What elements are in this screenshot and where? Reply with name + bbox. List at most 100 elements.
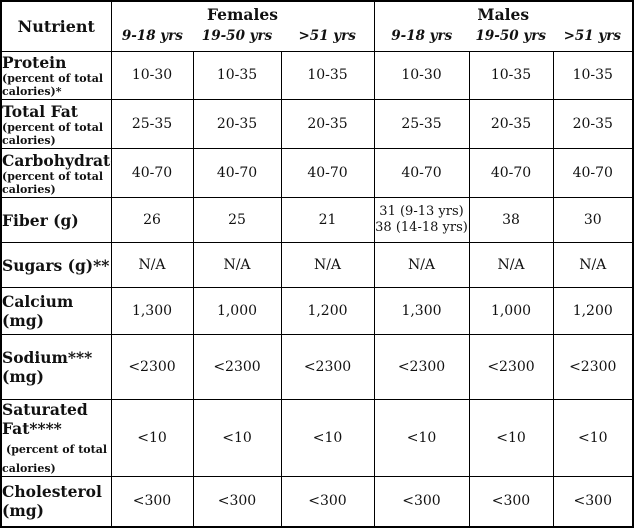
value-cell: 40-70 bbox=[110, 148, 194, 198]
nutrient-note: (percent of total calories)* bbox=[2, 72, 103, 98]
age-label: 19-50 yrs bbox=[201, 28, 273, 44]
value-cell: 10-30 bbox=[373, 51, 470, 100]
nutrient-label-cell: Saturated Fat**** (percent of total calor… bbox=[0, 399, 112, 477]
value-cell: 20-35 bbox=[192, 99, 282, 149]
nutrient-name: Fiber (g) bbox=[2, 210, 79, 230]
nutrient-name: Carbohydrate bbox=[2, 150, 111, 170]
value-cell: <300 bbox=[110, 476, 194, 527]
value-cell: <10 bbox=[552, 399, 634, 477]
nutrient-name: Sodium*** (mg) bbox=[2, 348, 93, 386]
value-cell: N/A bbox=[468, 242, 554, 288]
value-cell: <10 bbox=[468, 399, 554, 477]
value-cell: 38 bbox=[468, 197, 554, 243]
nutrient-label-cell: Sodium*** (mg) bbox=[0, 334, 112, 400]
males-ages-row: 9-18 yrs 19-50 yrs >51 yrs bbox=[375, 27, 632, 45]
nutrient-column-header: Nutrient bbox=[0, 0, 112, 52]
value-cell: 25 bbox=[192, 197, 282, 243]
males-group-label: Males bbox=[477, 5, 530, 24]
value-cell: 1,200 bbox=[552, 287, 634, 335]
nutrient-note: (percent of total calories) bbox=[2, 443, 107, 475]
value-cell: 40-70 bbox=[552, 148, 634, 198]
value-cell: <10 bbox=[280, 399, 375, 477]
table-row: Cholesterol (mg) <300 <300 <300 <300 <300 <300 bbox=[0, 476, 634, 527]
value-cell: <10 bbox=[110, 399, 194, 477]
value-cell: 40-70 bbox=[280, 148, 375, 198]
nutrient-label-cell: Calcium (mg) bbox=[0, 287, 112, 335]
value-cell: N/A bbox=[110, 242, 194, 288]
value-cell: 10-35 bbox=[192, 51, 282, 100]
value-cell: 31 (9-13 yrs) 38 (14-18 yrs) bbox=[373, 197, 470, 243]
table-row: Total Fat (percent of total calories) 25-3… bbox=[0, 99, 634, 149]
age-label: >51 yrs bbox=[563, 28, 621, 44]
value-cell: 20-35 bbox=[280, 99, 375, 149]
nutrient-label-cell: Fiber (g) bbox=[0, 197, 112, 243]
value-cell: 30 bbox=[552, 197, 634, 243]
table-header: Nutrient Females 9-18 yrs 19-50 yrs >51 … bbox=[0, 0, 634, 52]
value-cell: <300 bbox=[468, 476, 554, 527]
value-cell: <300 bbox=[552, 476, 634, 527]
females-group-inner: Females 9-18 yrs 19-50 yrs >51 yrs bbox=[112, 2, 373, 51]
nutrient-note: (percent of total calories) bbox=[2, 169, 103, 196]
table-row: Sodium*** (mg) <2300 <2300 <2300 <2300 <2300 <… bbox=[0, 334, 634, 400]
value-cell: 40-70 bbox=[468, 148, 554, 198]
nutrient-name: Total Fat bbox=[2, 101, 78, 121]
table-row: Carbohydrate (percent of total calories) 4… bbox=[0, 148, 634, 198]
age-label: 9-18 yrs bbox=[121, 28, 183, 44]
nutrient-label-cell: Sugars (g)** bbox=[0, 242, 112, 288]
value-cell: 20-35 bbox=[468, 99, 554, 149]
value-cell: N/A bbox=[280, 242, 375, 288]
value-cell: 20-35 bbox=[552, 99, 634, 149]
value-cell: <2300 bbox=[468, 334, 554, 400]
value-cell: <2300 bbox=[192, 334, 282, 400]
value-cell: N/A bbox=[192, 242, 282, 288]
value-cell: 1,200 bbox=[280, 287, 375, 335]
value-cell: <2300 bbox=[373, 334, 470, 400]
table-row: Saturated Fat**** (percent of total calor… bbox=[0, 399, 634, 477]
males-group-header: Males 9-18 yrs 19-50 yrs >51 yrs bbox=[373, 0, 634, 52]
nutrient-name: Sugars (g)** bbox=[2, 255, 110, 275]
age-label: 9-18 yrs bbox=[391, 28, 453, 44]
header-row: Nutrient Females 9-18 yrs 19-50 yrs >51 … bbox=[0, 0, 634, 52]
value-cell: <2300 bbox=[552, 334, 634, 400]
value-cell: <300 bbox=[192, 476, 282, 527]
table-row: Calcium (mg) 1,300 1,000 1,200 1,300 1,000 1,2… bbox=[0, 287, 634, 335]
females-group-label: Females bbox=[207, 5, 278, 24]
table-row: Fiber (g) 26 25 21 31 (9-13 yrs) 38 (14-18 y… bbox=[0, 197, 634, 243]
nutrient-name: Protein bbox=[2, 53, 67, 72]
value-cell: 25-35 bbox=[373, 99, 470, 149]
nutrient-note: (percent of total calories) bbox=[2, 120, 103, 147]
value-cell: N/A bbox=[373, 242, 470, 288]
value-cell: 10-35 bbox=[280, 51, 375, 100]
value-cell: <10 bbox=[192, 399, 282, 477]
value-cell: 1,000 bbox=[468, 287, 554, 335]
females-ages-row: 9-18 yrs 19-50 yrs >51 yrs bbox=[112, 27, 373, 45]
nutrient-name: Saturated Fat**** bbox=[2, 400, 88, 438]
value-cell: 10-35 bbox=[468, 51, 554, 100]
nutrient-name: Cholesterol (mg) bbox=[2, 482, 102, 521]
value-cell: <2300 bbox=[280, 334, 375, 400]
table-body: Protein (percent of total calories)* 10-30… bbox=[0, 51, 634, 527]
value-cell: 1,300 bbox=[373, 287, 470, 335]
value-cell: 40-70 bbox=[192, 148, 282, 198]
age-label: >51 yrs bbox=[298, 28, 356, 44]
nutrient-label-cell: Carbohydrate (percent of total calories) bbox=[0, 148, 112, 198]
value-cell: 26 bbox=[110, 197, 194, 243]
value-cell: <2300 bbox=[110, 334, 194, 400]
value-cell: 25-35 bbox=[110, 99, 194, 149]
nutrient-label-cell: Total Fat (percent of total calories) bbox=[0, 99, 112, 149]
value-cell: 10-30 bbox=[110, 51, 194, 100]
value-cell: 40-70 bbox=[373, 148, 470, 198]
table-row: Sugars (g)** N/A N/A N/A N/A N/A N/A bbox=[0, 242, 634, 288]
value-cell: 21 bbox=[280, 197, 375, 243]
nutrient-name: Calcium (mg) bbox=[2, 292, 74, 330]
value-cell: <300 bbox=[280, 476, 375, 527]
nutrient-label-cell: Protein (percent of total calories)* bbox=[0, 51, 112, 100]
age-label: 19-50 yrs bbox=[475, 28, 546, 44]
value-cell: 10-35 bbox=[552, 51, 634, 100]
value-cell: 1,300 bbox=[110, 287, 194, 335]
value-cell: N/A bbox=[552, 242, 634, 288]
value-cell: 1,000 bbox=[192, 287, 282, 335]
value-cell: <10 bbox=[373, 399, 470, 477]
